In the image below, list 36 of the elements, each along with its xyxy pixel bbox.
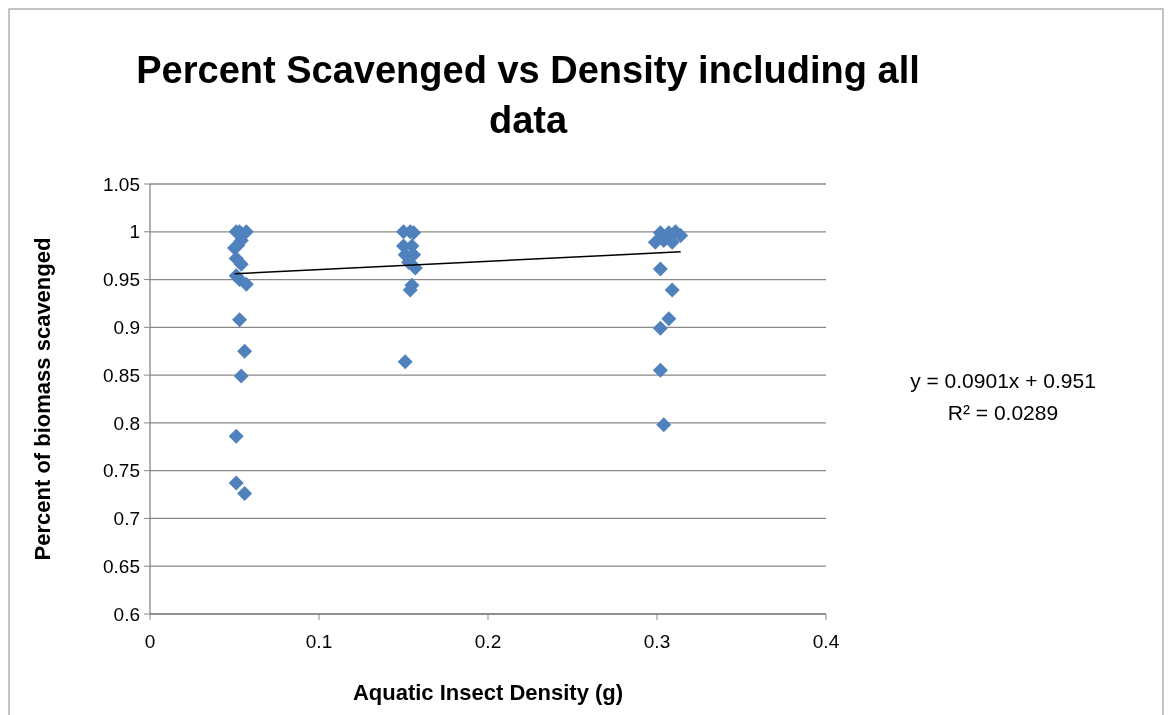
- x-tick-label: 0: [144, 631, 156, 652]
- point: [228, 428, 244, 444]
- x-tick-label: 0.2: [474, 631, 502, 652]
- y-tick-label: 0.95: [103, 269, 140, 291]
- point: [661, 311, 677, 327]
- x-tick-label: 0.1: [305, 631, 333, 652]
- x-tick-label: 0.3: [643, 631, 671, 652]
- chart-title: Percent Scavenged vs Density including all data: [136, 49, 920, 141]
- y-tick-label: 0.75: [103, 460, 140, 482]
- point: [227, 240, 242, 256]
- point: [237, 486, 253, 502]
- y-tick-label: 0.7: [113, 508, 140, 530]
- y-tick-label: 0.65: [103, 555, 140, 577]
- point: [233, 256, 249, 272]
- text: y = 0.0901x + 0.951: [910, 369, 1096, 392]
- point: [397, 354, 413, 370]
- x-tick-label: 0.4: [812, 631, 840, 652]
- text: R² = 0.0289: [947, 401, 1059, 424]
- point: [652, 261, 668, 277]
- point: [652, 362, 668, 378]
- y-tick-label: 0.9: [113, 316, 140, 338]
- y-tick-label: 0.6: [113, 603, 140, 625]
- point: [664, 282, 680, 298]
- point: [652, 320, 668, 336]
- x-axis-title: Aquatic Insect Density (g): [352, 680, 624, 705]
- point: [656, 417, 672, 433]
- point: [238, 276, 254, 292]
- y-tick-label: 1.05: [103, 173, 140, 195]
- y-tick-label: 0.85: [103, 364, 140, 386]
- point: [228, 475, 244, 491]
- y-axis-title: Percent of biomass scavenged: [30, 237, 55, 561]
- y-tick-label: 0.8: [113, 412, 140, 434]
- point: [237, 343, 253, 359]
- point: [232, 312, 248, 328]
- point: [233, 368, 249, 384]
- y-tick-label: 1: [129, 221, 140, 243]
